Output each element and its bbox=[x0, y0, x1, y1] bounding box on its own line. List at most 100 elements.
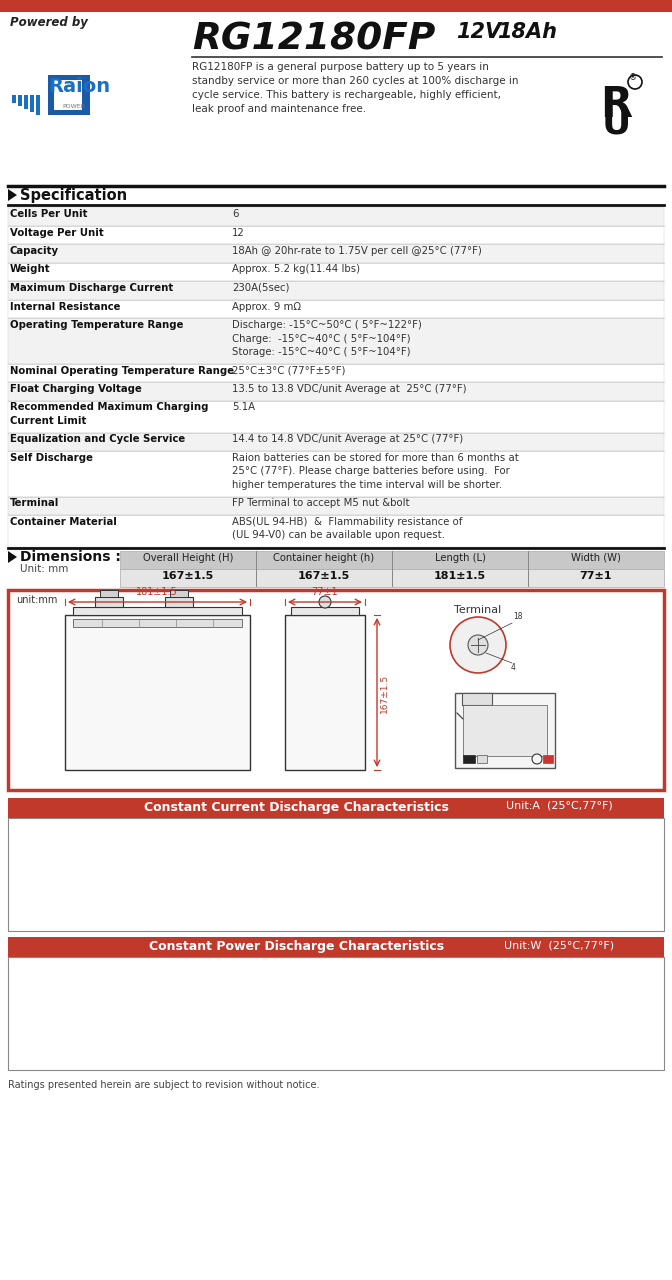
Bar bbox=[8, 590, 664, 790]
Text: 77±1: 77±1 bbox=[312, 588, 338, 596]
Text: 1.67V: 1.67V bbox=[27, 992, 62, 1002]
Text: 58.2: 58.2 bbox=[178, 1009, 202, 1018]
Text: 23.5: 23.5 bbox=[178, 916, 202, 927]
Text: 4.60: 4.60 bbox=[397, 884, 421, 895]
Bar bbox=[528, 570, 529, 588]
Text: 4.74: 4.74 bbox=[397, 837, 421, 847]
Text: 1.805: 1.805 bbox=[612, 992, 643, 1002]
Text: 5h: 5h bbox=[474, 820, 489, 829]
Text: 8.05: 8.05 bbox=[397, 1056, 421, 1066]
Text: R: R bbox=[600, 84, 632, 125]
Text: Voltage Per Unit: Voltage Per Unit bbox=[10, 228, 103, 238]
Text: Cells Per Unit: Cells Per Unit bbox=[10, 209, 87, 219]
Text: 10.88: 10.88 bbox=[321, 837, 351, 847]
Bar bbox=[8, 851, 664, 867]
Text: 1.638: 1.638 bbox=[539, 901, 570, 911]
Bar bbox=[8, 300, 664, 317]
Text: 3.355: 3.355 bbox=[539, 975, 570, 986]
Text: 181±1.5: 181±1.5 bbox=[136, 588, 178, 596]
Text: 6: 6 bbox=[232, 209, 239, 219]
Text: 77.1: 77.1 bbox=[106, 1039, 129, 1050]
Text: 20.38: 20.38 bbox=[321, 1009, 351, 1018]
Bar bbox=[291, 607, 359, 614]
Text: Constant Current Discharge Characteristics: Constant Current Discharge Characteristi… bbox=[144, 801, 449, 814]
Text: Recommended Maximum Charging: Recommended Maximum Charging bbox=[10, 402, 208, 412]
Text: 5h: 5h bbox=[474, 959, 489, 969]
Bar bbox=[8, 957, 664, 974]
Bar bbox=[8, 989, 664, 1006]
Bar bbox=[463, 705, 547, 756]
Bar bbox=[24, 95, 28, 109]
Text: Storage: -15°C~40°C ( 5°F~104°F): Storage: -15°C~40°C ( 5°F~104°F) bbox=[232, 347, 411, 357]
Text: 27.9: 27.9 bbox=[178, 901, 202, 911]
Bar bbox=[170, 590, 188, 596]
Text: 1.8V: 1.8V bbox=[31, 901, 58, 911]
Bar bbox=[18, 95, 22, 106]
Text: 18: 18 bbox=[513, 612, 523, 621]
Bar bbox=[100, 590, 118, 596]
Text: 6.113: 6.113 bbox=[466, 975, 497, 986]
Text: 60.3: 60.3 bbox=[178, 992, 202, 1002]
Text: Container height (h): Container height (h) bbox=[274, 553, 374, 563]
Text: 36.1: 36.1 bbox=[106, 916, 129, 927]
Text: Float Charging Voltage: Float Charging Voltage bbox=[10, 384, 142, 394]
Bar bbox=[12, 95, 16, 102]
Text: 13.5 to 13.8 VDC/unit Average at  25°C (77°F): 13.5 to 13.8 VDC/unit Average at 25°C (7… bbox=[232, 384, 466, 394]
Text: 10.67: 10.67 bbox=[321, 869, 351, 879]
Text: ABS(UL 94-HB)  &  Flammability resistance of: ABS(UL 94-HB) & Flammability resistance … bbox=[232, 517, 462, 527]
Text: 10h: 10h bbox=[543, 959, 566, 969]
Text: 5.766: 5.766 bbox=[466, 1039, 497, 1050]
Text: 3.153: 3.153 bbox=[466, 869, 497, 879]
Text: 2.797: 2.797 bbox=[466, 916, 497, 927]
Text: 0.900: 0.900 bbox=[612, 884, 643, 895]
Circle shape bbox=[450, 617, 506, 673]
Text: 4: 4 bbox=[511, 663, 516, 672]
Text: 16.24: 16.24 bbox=[248, 916, 279, 927]
Bar bbox=[8, 1021, 664, 1038]
Bar bbox=[8, 1006, 664, 1021]
Text: Powered by: Powered by bbox=[10, 15, 88, 29]
Text: F.V/Time: F.V/Time bbox=[18, 820, 71, 829]
Text: Raion: Raion bbox=[48, 77, 110, 96]
Bar bbox=[0, 0, 672, 12]
Bar bbox=[455, 692, 555, 768]
Text: 167±1.5: 167±1.5 bbox=[298, 571, 350, 581]
Text: Terminal: Terminal bbox=[10, 498, 59, 508]
Text: Terminal: Terminal bbox=[454, 605, 501, 614]
Text: 25°C±3°C (77°F±5°F): 25°C±3°C (77°F±5°F) bbox=[232, 366, 345, 375]
Bar bbox=[65, 614, 250, 771]
Text: 6.086: 6.086 bbox=[466, 992, 497, 1002]
Text: ®: ® bbox=[629, 73, 637, 82]
Bar bbox=[8, 433, 664, 451]
Bar bbox=[8, 244, 664, 262]
Text: 77±1: 77±1 bbox=[580, 571, 612, 581]
Text: 106.0: 106.0 bbox=[101, 975, 133, 986]
Text: 20h: 20h bbox=[616, 820, 639, 829]
Bar bbox=[95, 596, 123, 607]
Text: 4.68: 4.68 bbox=[397, 869, 421, 879]
Text: Ratings presented herein are subject to revision without notice.: Ratings presented herein are subject to … bbox=[8, 1080, 319, 1091]
Text: 60.1: 60.1 bbox=[106, 1056, 130, 1066]
Bar bbox=[8, 835, 664, 851]
Text: 20.05: 20.05 bbox=[321, 1024, 351, 1034]
Text: 20.69: 20.69 bbox=[321, 975, 351, 986]
Text: 36.46: 36.46 bbox=[248, 992, 279, 1002]
Bar bbox=[73, 620, 242, 627]
Text: 101.3: 101.3 bbox=[102, 992, 133, 1002]
Text: 167±1.5: 167±1.5 bbox=[162, 571, 214, 581]
Text: 10.40: 10.40 bbox=[321, 884, 351, 895]
Bar bbox=[8, 915, 664, 931]
Bar bbox=[462, 692, 492, 705]
Bar bbox=[36, 95, 40, 115]
Text: POWER: POWER bbox=[62, 104, 85, 109]
Text: 5min: 5min bbox=[102, 959, 132, 969]
Text: 181±1.5: 181±1.5 bbox=[434, 571, 486, 581]
Text: 12V: 12V bbox=[456, 22, 501, 42]
Text: 1.674: 1.674 bbox=[539, 884, 570, 895]
Text: 1.687: 1.687 bbox=[612, 1056, 643, 1066]
Text: 35.63: 35.63 bbox=[248, 1024, 279, 1034]
Text: 3.283: 3.283 bbox=[539, 1024, 570, 1034]
Text: 18.71: 18.71 bbox=[248, 869, 279, 879]
Text: Unit:A  (25°C,77°F): Unit:A (25°C,77°F) bbox=[505, 801, 612, 812]
Text: 1.787: 1.787 bbox=[612, 1024, 643, 1034]
